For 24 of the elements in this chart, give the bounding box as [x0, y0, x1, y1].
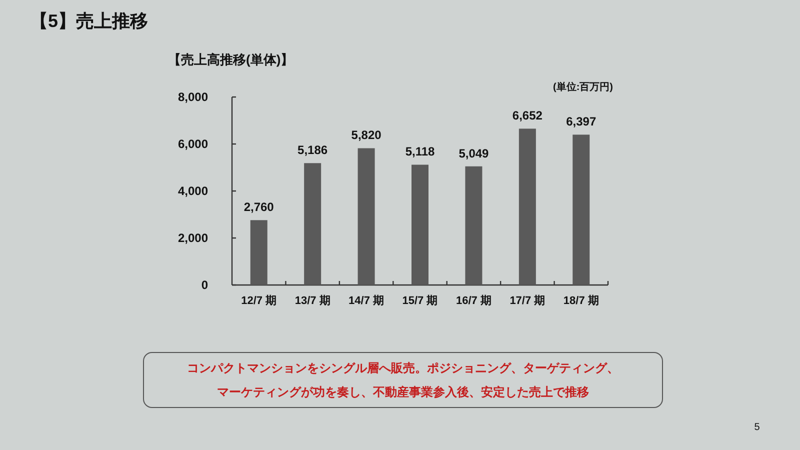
y-tick-label: 8,000: [178, 90, 208, 104]
data-label: 5,186: [298, 143, 328, 158]
chart-title: 【5】売上推移: [30, 11, 148, 31]
text: コンパクトマンションをシングル層へ販売。ポジショニング、ターゲティング、マーケティングが功を奏し、不動産事業参入後、安定した売上で推移: [143, 352, 663, 408]
y-tick-label: 6,000: [178, 137, 208, 151]
x-tick-label: 14/7 期: [348, 294, 384, 307]
data-label: 5,820: [351, 128, 382, 142]
x-tick-label: 16/7 期: [456, 294, 492, 307]
x-tick-label: 15/7 期: [402, 294, 438, 307]
data-label: 2,760: [244, 200, 274, 214]
x-tick-label: 17/7 期: [510, 294, 546, 307]
chart-subtitle: 【売上高推移(単体)】: [168, 52, 294, 67]
y-tick-label: 0: [201, 278, 208, 292]
x-tick-label: 12/7 期: [241, 294, 277, 307]
x-tick-label: 13/7 期: [294, 294, 330, 307]
x-tick-label: 18/7 期: [563, 294, 599, 307]
data-label: 6,652: [512, 108, 543, 123]
data-label: 5,118: [405, 144, 436, 159]
text: 5: [754, 422, 760, 433]
y-tick-label: 4,000: [178, 184, 208, 198]
data-label: 6,397: [566, 114, 596, 129]
data-label: 5,049: [458, 146, 490, 160]
text: (単位:百万円): [553, 81, 613, 93]
y-tick-label: 2,000: [178, 231, 208, 245]
